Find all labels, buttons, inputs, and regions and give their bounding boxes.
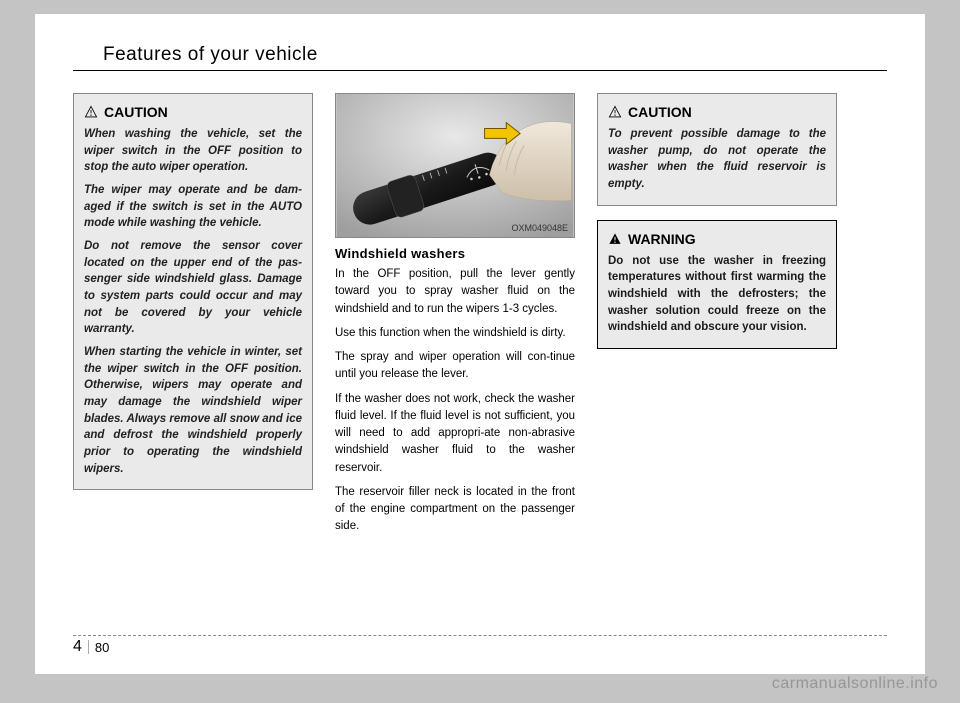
caution-2-p1: To prevent possible damage to the washer…	[608, 126, 826, 193]
caution-icon	[608, 105, 622, 119]
header-rule	[73, 70, 887, 71]
footer-dash	[73, 635, 887, 636]
column-2: OXM049048E Windshield washers In the OFF…	[335, 93, 575, 543]
warning-box: WARNING Do not use the washer in freezin…	[597, 220, 837, 349]
caution-label-2: CAUTION	[628, 104, 692, 120]
caution-header-1: CAUTION	[84, 104, 302, 120]
warning-p1: Do not use the washer in freezing temper…	[608, 253, 826, 336]
caution-header-2: CAUTION	[608, 104, 826, 120]
stalk-image: OXM049048E	[335, 93, 575, 238]
washers-p4: If the washer does not work, check the w…	[335, 391, 575, 477]
caution-box-1: CAUTION When washing the vehicle, set th…	[73, 93, 313, 490]
caution-label-1: CAUTION	[104, 104, 168, 120]
footer-numbers: 4 80	[73, 638, 887, 656]
columns: CAUTION When washing the vehicle, set th…	[73, 93, 887, 543]
image-code: OXM049048E	[511, 223, 568, 233]
column-1: CAUTION When washing the vehicle, set th…	[73, 93, 313, 543]
caution-icon	[84, 105, 98, 119]
warning-header: WARNING	[608, 231, 826, 247]
header-title: Features of your vehicle	[103, 44, 887, 66]
washers-p1: In the OFF position, pull the lever gent…	[335, 266, 575, 318]
warning-label: WARNING	[628, 231, 696, 247]
washers-subhead: Windshield washers	[335, 246, 575, 261]
watermark: carmanualsonline.info	[772, 675, 938, 693]
caution-1-p3: Do not remove the sensor cover located o…	[84, 238, 302, 338]
washers-p2: Use this function when the windshield is…	[335, 325, 575, 342]
column-3: CAUTION To prevent possible damage to th…	[597, 93, 837, 543]
caution-box-2: CAUTION To prevent possible damage to th…	[597, 93, 837, 206]
footer-section: 4	[73, 638, 82, 656]
washers-p5: The reservoir filler neck is located in …	[335, 484, 575, 536]
warning-icon	[608, 232, 622, 246]
stalk-illustration	[336, 94, 574, 237]
page-footer: 4 80	[73, 635, 887, 656]
washers-p3: The spray and wiper operation will con-t…	[335, 349, 575, 384]
footer-page: 80	[95, 640, 109, 655]
page: Features of your vehicle CAUTION When wa…	[35, 14, 925, 674]
caution-1-p4: When starting the vehicle in winter, set…	[84, 344, 302, 477]
caution-1-p2: The wiper may operate and be dam-aged if…	[84, 182, 302, 232]
caution-1-p1: When washing the vehicle, set the wiper …	[84, 126, 302, 176]
